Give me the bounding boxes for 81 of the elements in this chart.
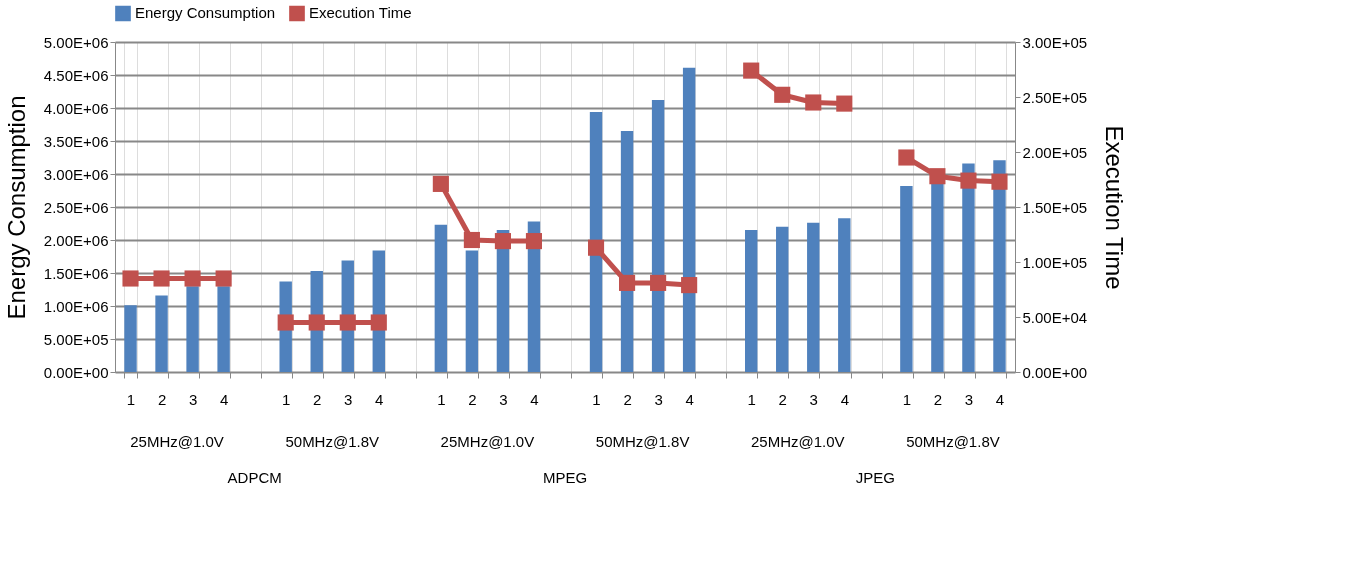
point [308, 314, 325, 331]
y-tick-label: 3.00E+06 [43, 165, 109, 183]
point [277, 314, 294, 331]
text: 50MHz@1.8V [285, 433, 380, 450]
x-tick-label: 1 [902, 390, 912, 408]
text: MPEG [542, 469, 588, 486]
x-tick-label: 2 [313, 390, 322, 408]
x-tick-label: 2 [778, 390, 787, 408]
bar [776, 226, 789, 372]
y2-tick-label: 1.50E+05 [1022, 198, 1088, 216]
bar [682, 67, 696, 372]
point [339, 314, 356, 331]
point [184, 270, 201, 287]
y2-tick-label: 2.50E+05 [1022, 88, 1088, 106]
y-tick-label: 0.00E+00 [43, 363, 109, 381]
y-tick-label: 4.00E+06 [43, 99, 109, 117]
bar [620, 131, 634, 372]
text: 25MHz@1.0V [130, 433, 224, 450]
x-tick-label: 1 [747, 390, 756, 408]
x-tick-label: 4 [219, 390, 229, 408]
x-tick-label: 3 [188, 390, 198, 408]
x-tick-label: 4 [840, 390, 849, 408]
x-tick-label: 2 [157, 390, 167, 408]
bar [186, 286, 199, 372]
legend-label: Execution Time [309, 4, 412, 22]
legend-label: Energy Consumption [135, 4, 276, 22]
y2-tick-label: 5.00E+04 [1022, 308, 1088, 326]
y2-tick-label: 2.00E+05 [1022, 143, 1088, 161]
bar [124, 305, 137, 372]
x-tick-label: 4 [375, 390, 384, 408]
x-tick-label: 2 [623, 390, 632, 408]
x-tick-label: 4 [685, 390, 694, 408]
bar [745, 230, 758, 372]
text: 50MHz@1.8V [906, 433, 1000, 450]
text: JPEG [855, 469, 895, 486]
bar [807, 222, 820, 372]
y2-axis-title: Execution Time [1101, 125, 1129, 290]
y-tick-label: 5.00E+05 [43, 330, 109, 348]
y2-tick-label: 0.00E+00 [1022, 363, 1088, 381]
x-tick-label: 2 [468, 390, 477, 408]
bar [589, 111, 603, 372]
y2-tick-label: 1.00E+05 [1022, 253, 1088, 271]
x-tick-label: 4 [530, 390, 539, 408]
bar [838, 218, 851, 372]
y-tick-label: 1.00E+06 [43, 297, 109, 315]
x-tick-label: 3 [964, 390, 974, 408]
bar [900, 185, 913, 372]
bar [962, 163, 975, 372]
text: ADPCM [227, 469, 282, 486]
y-tick-label: 2.50E+06 [43, 198, 109, 216]
text: 25MHz@1.0V [750, 433, 845, 450]
bar [993, 160, 1006, 372]
text: 50MHz@1.8V [595, 433, 690, 450]
bar [434, 224, 448, 372]
point [122, 270, 139, 287]
x-tick-label: 1 [126, 390, 136, 408]
x-tick-label: 3 [809, 390, 818, 408]
x-tick-label: 1 [437, 390, 446, 408]
bar [465, 250, 479, 372]
x-tick-label: 3 [499, 390, 508, 408]
y-axis-title: Energy Consumption [2, 95, 30, 320]
bar [931, 182, 944, 372]
point [153, 270, 170, 287]
x-tick-label: 1 [282, 390, 291, 408]
y2-tick-label: 3.00E+05 [1022, 33, 1088, 51]
y-tick-label: 3.50E+06 [43, 132, 109, 150]
y-tick-label: 4.50E+06 [43, 66, 109, 84]
text: 25MHz@1.0V [440, 433, 535, 450]
bar [217, 286, 230, 372]
y-tick-label: 1.50E+06 [43, 264, 109, 282]
x-tick-label: 3 [344, 390, 353, 408]
bar [155, 295, 168, 372]
point [370, 314, 387, 331]
x-tick-label: 2 [933, 390, 943, 408]
bar [651, 100, 665, 372]
y-tick-label: 5.00E+06 [43, 33, 109, 51]
x-tick-label: 1 [592, 390, 601, 408]
y-tick-label: 2.00E+06 [43, 231, 109, 249]
x-tick-label: 3 [654, 390, 663, 408]
point [215, 270, 232, 287]
x-tick-label: 4 [995, 390, 1005, 408]
